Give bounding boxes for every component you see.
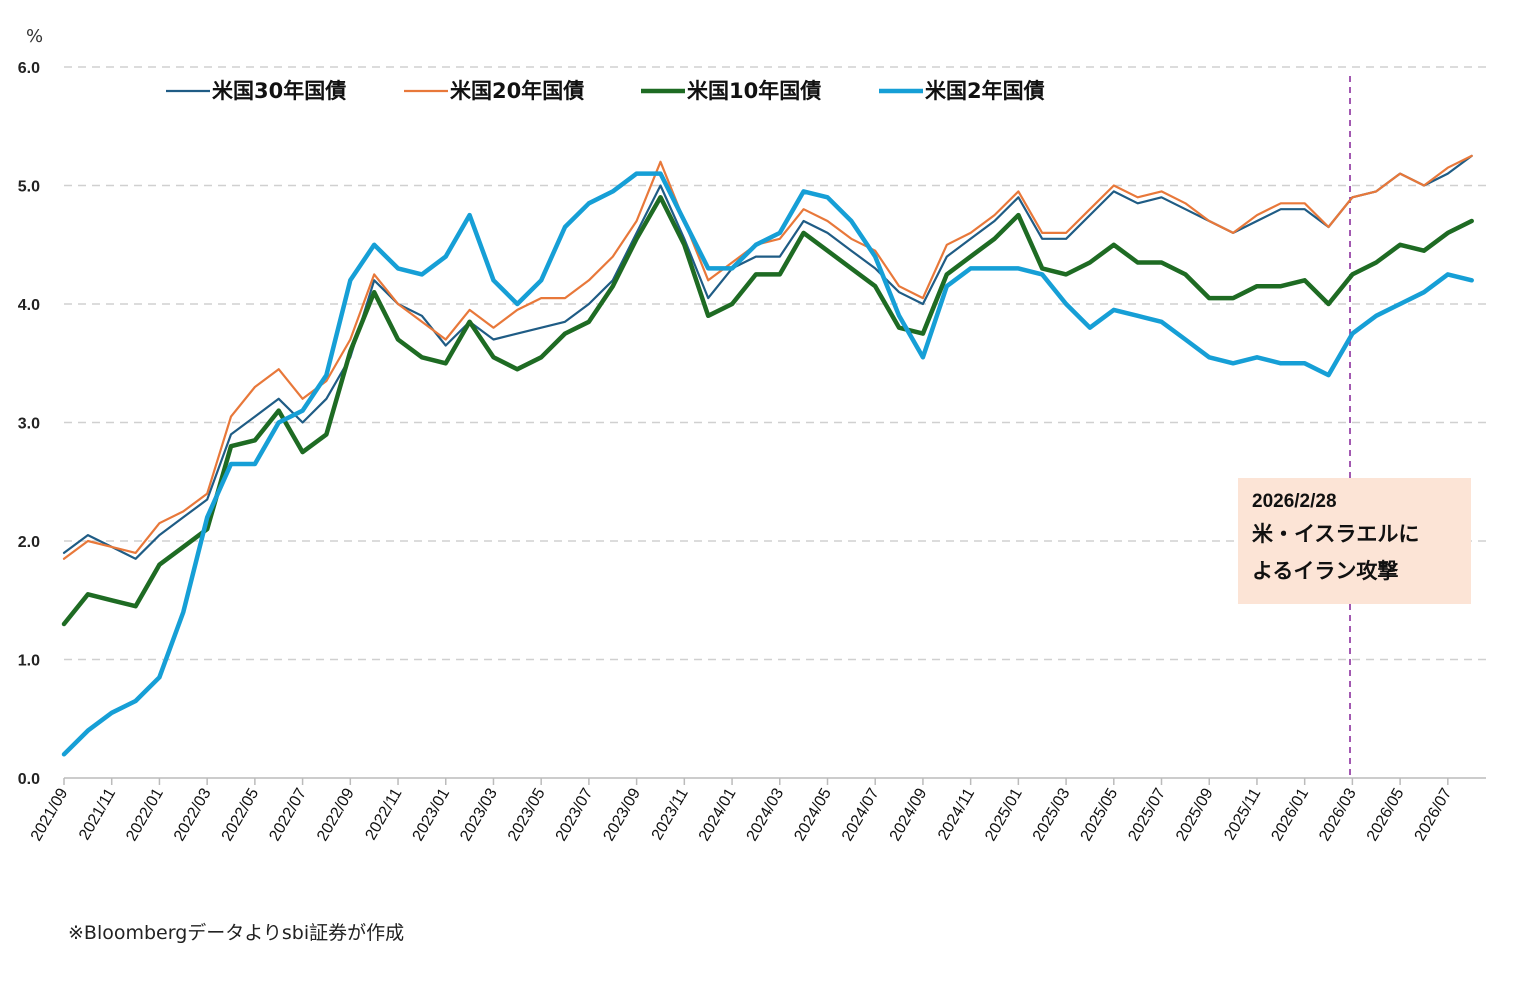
x-tick-label: 2025/09: [1173, 785, 1217, 844]
x-tick-label: 2024/01: [696, 785, 740, 844]
legend-label-1: 米国20年国債: [450, 79, 584, 103]
x-tick-label: 2024/07: [839, 785, 883, 844]
x-tick-label: 2022/07: [266, 785, 310, 844]
x-tick-label: 2024/11: [935, 785, 978, 843]
x-tick-label: 2022/09: [314, 785, 358, 844]
y-tick-label: 2.0: [18, 534, 40, 551]
x-tick-label: 2025/11: [1221, 785, 1264, 843]
legend: 米国30年国債 米国20年国債 米国10年国債 米国2年国債: [166, 79, 1045, 103]
source-note: ※Bloombergデータよりsbi証券が作成: [68, 922, 405, 944]
x-tick-label: 2024/05: [791, 785, 835, 844]
x-tick-label: 2022/05: [219, 785, 263, 844]
x-tick-label: 2026/01: [1268, 785, 1312, 844]
x-tick-label: 2022/11: [362, 785, 405, 843]
x-tick-label: 2026/03: [1316, 785, 1360, 844]
y-tick-label: 6.0: [18, 60, 40, 77]
annotation-box: [1238, 478, 1471, 604]
y-tick-label: 5.0: [18, 179, 40, 196]
series-lines: [61, 154, 1474, 757]
x-tick-label: 2025/05: [1078, 785, 1122, 844]
x-tick-label: 2021/09: [28, 785, 72, 844]
series-line-3: [61, 171, 1474, 757]
x-tick-label: 2024/09: [887, 785, 931, 844]
y-tick-label: 3.0: [18, 416, 40, 433]
annotation-date: 2026/2/28: [1252, 491, 1337, 512]
x-tick-label: 2023/11: [649, 785, 692, 843]
legend-label-2: 米国10年国債: [687, 79, 821, 103]
event-annotation: 2026/2/28 米・イスラエルに よるイラン攻撃: [1238, 478, 1471, 604]
x-tick-label: 2022/01: [123, 785, 167, 844]
legend-label-3: 米国2年国債: [925, 79, 1045, 103]
legend-label-0: 米国30年国債: [212, 79, 346, 103]
x-tick-label: 2024/03: [744, 785, 788, 844]
x-tick-label: 2023/01: [410, 785, 454, 844]
y-tick-label: 0.0: [18, 771, 40, 788]
x-tick-label: 2025/03: [1030, 785, 1074, 844]
x-tick-label: 2023/05: [505, 785, 549, 844]
x-tick-label: 2022/03: [171, 785, 215, 844]
y-unit-label: %: [26, 26, 43, 47]
x-tick-label: 2021/11: [76, 785, 119, 843]
series-line-1: [62, 154, 1473, 560]
x-tick-label: 2025/07: [1125, 785, 1169, 844]
x-tick-labels: 2021/09 2021/11 2022/01 2022/03 2022/05 2022/…: [28, 778, 1456, 844]
y-tick-labels: 0.0 1.0 2.0 3.0 4.0 5.0 6.0: [18, 60, 40, 788]
x-tick-label: 2023/07: [553, 785, 597, 844]
x-tick-label: 2023/09: [600, 785, 644, 844]
x-tick-label: 2023/03: [457, 785, 501, 844]
x-tick-label: 2025/01: [982, 785, 1026, 844]
x-tick-label: 2026/05: [1364, 785, 1408, 844]
annotation-line1: 米・イスラエルに: [1252, 522, 1419, 546]
y-tick-label: 4.0: [18, 297, 40, 314]
series-line-2: [61, 195, 1474, 627]
annotation-line2: よるイラン攻撃: [1252, 559, 1398, 583]
x-tick-label: 2026/07: [1412, 785, 1456, 844]
y-tick-label: 1.0: [18, 653, 40, 670]
